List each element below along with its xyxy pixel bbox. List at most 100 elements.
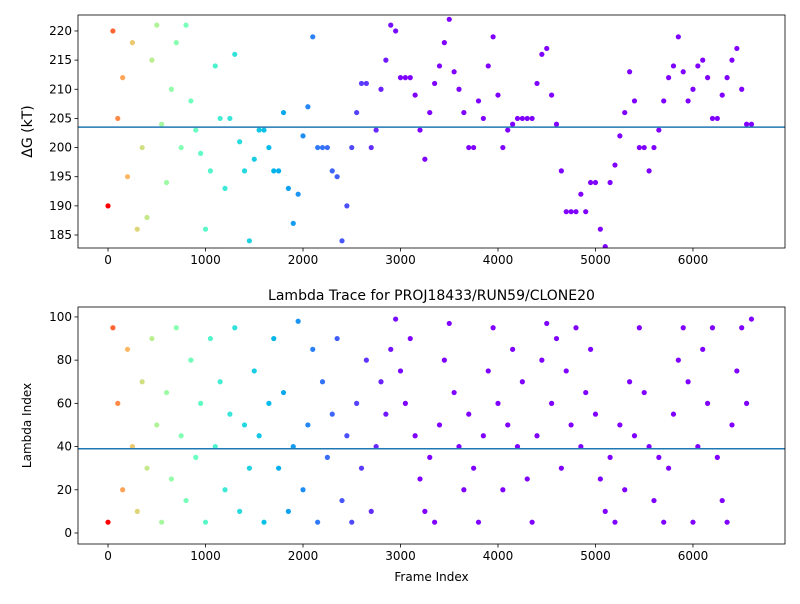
point (105, 519, 111, 525)
point (739, 325, 745, 331)
point (665, 75, 672, 81)
point (661, 98, 667, 104)
point (617, 133, 623, 139)
point (661, 519, 667, 525)
y-tick-label: 100 (49, 310, 72, 324)
x-tick-label: 5000 (580, 549, 611, 563)
point (393, 316, 399, 322)
point (427, 109, 433, 116)
point (319, 379, 326, 385)
point (495, 400, 501, 406)
point (402, 400, 408, 406)
point (636, 325, 642, 331)
point (407, 75, 413, 81)
point (670, 411, 677, 417)
point (719, 92, 725, 98)
y-tick-label: 215 (49, 53, 72, 67)
x-tick-label: 6000 (678, 253, 709, 267)
point (163, 179, 170, 186)
point (115, 400, 121, 406)
point (319, 144, 326, 151)
point (173, 325, 179, 331)
point (724, 519, 730, 525)
point (597, 226, 603, 232)
axes-frame (77, 14, 786, 249)
point (178, 433, 184, 439)
point (432, 519, 438, 525)
point (558, 168, 564, 174)
point (105, 203, 111, 209)
point (553, 121, 560, 127)
point (709, 115, 716, 122)
point (485, 63, 491, 69)
x-tick-label: 1000 (190, 253, 221, 267)
point (134, 226, 140, 232)
point (412, 92, 418, 98)
point (573, 209, 579, 215)
point (383, 411, 389, 417)
point (539, 51, 545, 57)
point (412, 433, 418, 439)
point (271, 168, 277, 174)
point (558, 465, 564, 471)
point (227, 115, 233, 122)
y-tick-label: 185 (49, 228, 72, 242)
points (105, 16, 755, 248)
point (358, 465, 365, 471)
point (144, 214, 150, 221)
point (578, 443, 584, 450)
point (388, 22, 394, 28)
point (651, 144, 657, 151)
point (193, 127, 199, 133)
point (724, 75, 730, 81)
point (378, 379, 384, 385)
y-tick-label: 200 (49, 141, 72, 155)
point (739, 86, 745, 92)
point (670, 63, 677, 69)
point (578, 191, 584, 197)
point (685, 98, 691, 104)
point (729, 422, 735, 428)
point (290, 443, 296, 450)
point (675, 34, 681, 40)
point (583, 209, 589, 215)
point (349, 144, 355, 151)
point (636, 144, 642, 151)
point (134, 508, 140, 514)
point (432, 80, 438, 87)
point (310, 34, 316, 40)
point (461, 109, 467, 116)
point (451, 389, 457, 396)
point (422, 156, 428, 162)
x-tick-label: 1000 (190, 549, 221, 563)
y-axis-label: Lambda Index (20, 383, 34, 468)
point (529, 115, 535, 122)
point (300, 133, 306, 139)
point (583, 389, 589, 396)
point (534, 80, 540, 87)
point (656, 127, 662, 133)
point (441, 40, 447, 46)
point (480, 115, 486, 122)
point (427, 454, 433, 460)
point (456, 443, 462, 450)
point (329, 168, 335, 174)
point (612, 162, 618, 168)
point (124, 174, 131, 180)
point (222, 487, 228, 493)
point (510, 121, 516, 127)
point (602, 244, 608, 248)
point (363, 357, 369, 363)
point (485, 368, 491, 374)
x-tick-label: 3000 (385, 253, 416, 267)
point (202, 519, 209, 525)
point (358, 80, 365, 87)
point (397, 75, 404, 81)
point (607, 179, 613, 186)
point (441, 357, 447, 363)
point (198, 150, 204, 156)
point (734, 45, 740, 52)
point (627, 69, 633, 75)
point (651, 497, 657, 504)
